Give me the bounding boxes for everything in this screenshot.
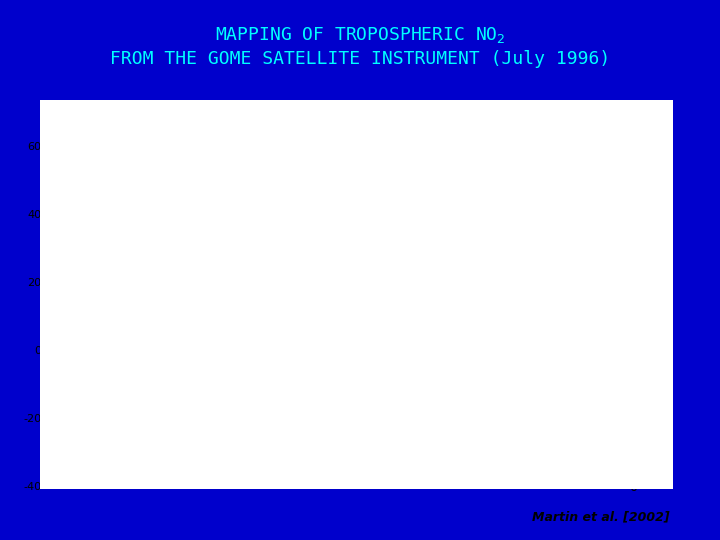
Y-axis label: 10$^{15}$ molecules cm$^{-2}$: 10$^{15}$ molecules cm$^{-2}$ bbox=[637, 257, 654, 375]
Title: GOME Tropospheric NO$_2$ Vertical Column: GOME Tropospheric NO$_2$ Vertical Column bbox=[144, 125, 482, 144]
Text: FROM THE GOME SATELLITE INSTRUMENT (July 1996): FROM THE GOME SATELLITE INSTRUMENT (July… bbox=[110, 50, 610, 69]
Text: Martin et al. [2002]: Martin et al. [2002] bbox=[532, 511, 670, 524]
Text: MAPPING OF TROPOSPHERIC NO$_2$: MAPPING OF TROPOSPHERIC NO$_2$ bbox=[215, 25, 505, 45]
